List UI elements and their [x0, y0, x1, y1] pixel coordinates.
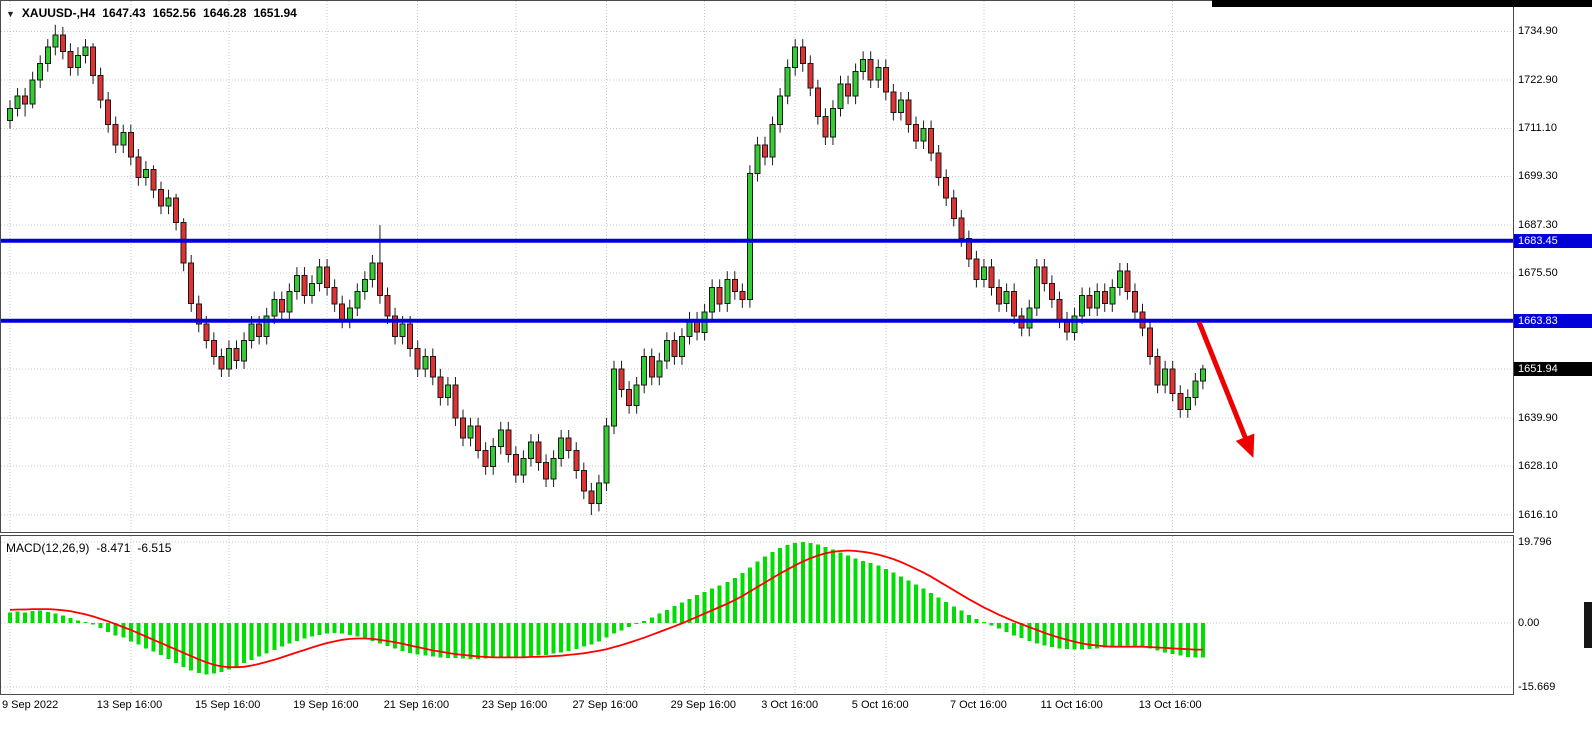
scrollbar-thumb[interactable] [1584, 602, 1592, 648]
price-axis-label: 1675.50 [1518, 267, 1558, 280]
ohlc-open: 1647.43 [102, 6, 146, 20]
price-axis-label: 1616.10 [1518, 509, 1558, 522]
ohlc-low: 1646.28 [203, 6, 247, 20]
time-axis-label: 5 Oct 16:00 [851, 699, 909, 711]
price-chart-canvas[interactable] [0, 0, 1514, 533]
time-axis-label: 3 Oct 16:00 [761, 699, 819, 711]
bid-price-tag: 1651.94 [1514, 362, 1592, 377]
ohlc-high: 1652.56 [152, 6, 197, 20]
macd-axis-label: 0.00 [1518, 616, 1540, 629]
main-chart-pane [0, 0, 1514, 533]
time-axis-label: 23 Sep 16:00 [481, 699, 548, 711]
price-level-tag: 1683.45 [1514, 233, 1592, 248]
chart-header: ▼ XAUUSD-,H4 1647.43 1652.56 1646.28 1651.94 [6, 6, 304, 20]
price-axis-label: 1699.30 [1518, 170, 1558, 183]
macd-indicator-pane [0, 535, 1514, 695]
time-axis-label: 13 Oct 16:00 [1138, 699, 1202, 711]
window-title-strip [1212, 0, 1592, 7]
time-axis-label: 13 Sep 16:00 [96, 699, 163, 711]
time-axis-label: 29 Sep 16:00 [670, 699, 737, 711]
time-axis-label: 19 Sep 16:00 [293, 699, 359, 711]
price-axis-label: 1734.90 [1518, 25, 1558, 38]
price-axis[interactable]: 1734.90 1722.90 1711.10 1699.30 1687.30 1675.… [1514, 0, 1592, 695]
time-axis-label: 15 Sep 16:00 [194, 699, 261, 711]
ohlc-close: 1651.94 [253, 6, 297, 20]
price-axis-label: 1628.10 [1518, 460, 1558, 473]
macd-header: MACD(12,26,9) -8.471 -6.515 [6, 541, 178, 555]
price-axis-label: 1722.90 [1518, 74, 1558, 87]
macd-axis-label: 19.796 [1518, 535, 1552, 548]
chart-collapse-icon[interactable]: ▼ [6, 9, 15, 19]
macd-chart-canvas[interactable] [0, 535, 1514, 695]
time-axis-label: 9 Sep 2022 [2, 699, 59, 711]
time-axis-label: 11 Oct 16:00 [1040, 699, 1103, 711]
symbol-period-label: XAUUSD-,H4 [21, 6, 96, 20]
price-axis-label: 1711.10 [1518, 122, 1557, 135]
time-axis[interactable]: 9 Sep 2022 13 Sep 16:00 15 Sep 16:00 19 Sep… [0, 696, 1592, 720]
time-axis-label: 7 Oct 16:00 [949, 699, 1007, 711]
macd-main-value: -8.471 [96, 541, 131, 555]
price-axis-label: 1687.30 [1518, 219, 1558, 232]
price-level-tag: 1663.83 [1514, 313, 1592, 328]
macd-signal-value: -6.515 [137, 541, 172, 555]
macd-label: MACD(12,26,9) [6, 541, 90, 555]
price-axis-label: 1639.90 [1518, 412, 1558, 425]
time-axis-label: 21 Sep 16:00 [383, 699, 450, 711]
time-axis-label: 27 Sep 16:00 [572, 699, 638, 711]
macd-axis-label: -15.669 [1518, 681, 1556, 694]
